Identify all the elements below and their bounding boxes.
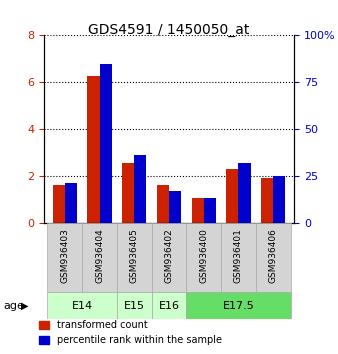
FancyBboxPatch shape <box>117 292 152 319</box>
Text: GSM936401: GSM936401 <box>234 229 243 284</box>
Bar <box>204 198 216 223</box>
FancyBboxPatch shape <box>186 223 221 292</box>
Text: E16: E16 <box>159 301 179 311</box>
Bar <box>65 183 77 223</box>
Text: GSM936402: GSM936402 <box>165 229 173 283</box>
Bar <box>239 163 251 223</box>
Bar <box>134 155 146 223</box>
Bar <box>226 169 239 223</box>
Text: ▶: ▶ <box>21 301 29 311</box>
Bar <box>192 198 204 223</box>
FancyBboxPatch shape <box>82 223 117 292</box>
FancyBboxPatch shape <box>256 223 291 292</box>
FancyBboxPatch shape <box>152 292 186 319</box>
Text: GSM936406: GSM936406 <box>269 229 278 284</box>
Text: GSM936405: GSM936405 <box>130 229 139 284</box>
Text: GSM936404: GSM936404 <box>95 229 104 283</box>
Bar <box>99 64 112 223</box>
Bar <box>261 178 273 223</box>
FancyBboxPatch shape <box>117 223 152 292</box>
FancyBboxPatch shape <box>47 223 82 292</box>
Bar <box>87 76 99 223</box>
Text: GSM936400: GSM936400 <box>199 229 208 284</box>
Text: E15: E15 <box>124 301 145 311</box>
FancyBboxPatch shape <box>221 223 256 292</box>
Bar <box>122 163 134 223</box>
Bar <box>53 185 65 223</box>
Text: age: age <box>3 301 24 311</box>
Text: GSM936403: GSM936403 <box>60 229 69 284</box>
FancyBboxPatch shape <box>152 223 186 292</box>
Text: GDS4591 / 1450050_at: GDS4591 / 1450050_at <box>88 23 250 37</box>
Text: E14: E14 <box>72 301 93 311</box>
Bar <box>169 192 181 223</box>
Bar <box>157 185 169 223</box>
Bar <box>273 176 285 223</box>
FancyBboxPatch shape <box>186 292 291 319</box>
Legend: transformed count, percentile rank within the sample: transformed count, percentile rank withi… <box>35 316 225 349</box>
Text: E17.5: E17.5 <box>223 301 255 311</box>
FancyBboxPatch shape <box>47 292 117 319</box>
